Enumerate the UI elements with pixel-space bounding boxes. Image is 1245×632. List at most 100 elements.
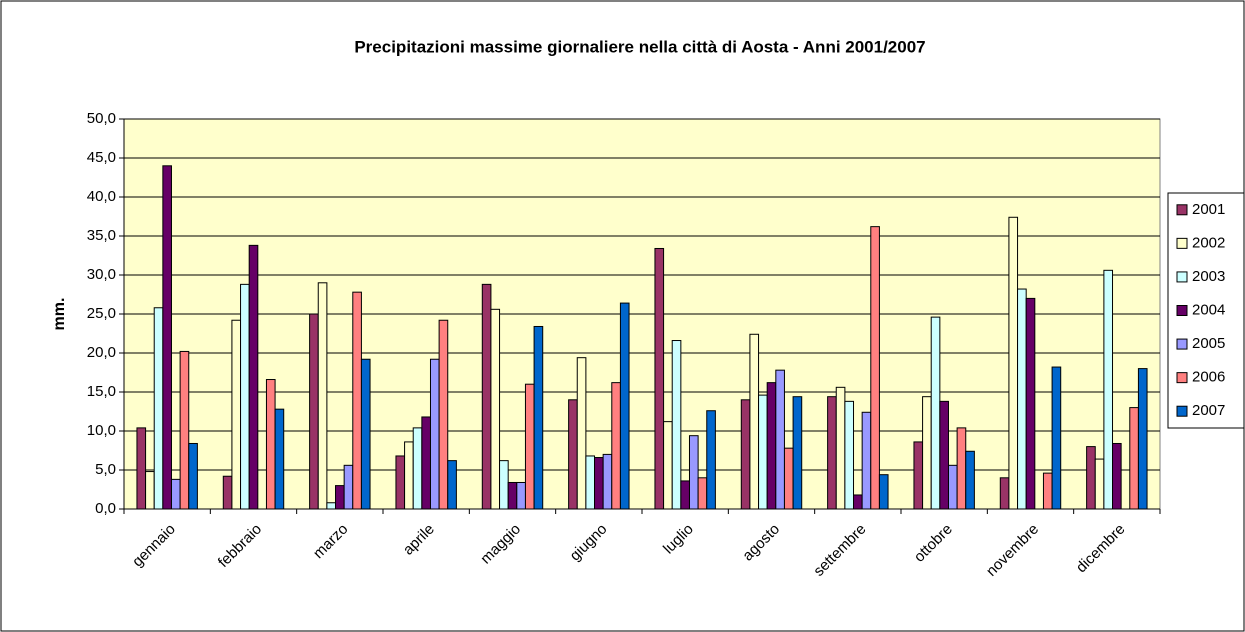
bar: [507, 481, 518, 510]
bar: [861, 411, 872, 510]
bar: [1112, 442, 1122, 510]
legend-swatch: [1176, 204, 1188, 216]
bar: [835, 386, 846, 510]
bar: [611, 382, 621, 510]
bar: [1008, 216, 1019, 510]
y-tick-label: 5,0: [95, 461, 116, 478]
y-axis-label: mm.: [51, 298, 68, 331]
bar: [1094, 458, 1105, 510]
bar: [775, 369, 785, 510]
y-tick-label: 20,0: [87, 344, 116, 361]
bar: [231, 319, 242, 510]
bar: [853, 494, 863, 510]
bar: [265, 379, 276, 510]
legend-label: 2006: [1192, 369, 1225, 386]
bar: [576, 357, 587, 510]
legend-label: 2004: [1192, 301, 1225, 318]
y-tick-label: 30,0: [87, 266, 116, 283]
bar: [947, 464, 958, 510]
bar: [317, 282, 328, 510]
bar: [153, 307, 164, 510]
bar: [697, 477, 708, 510]
bar: [1042, 472, 1053, 510]
bar: [429, 358, 440, 510]
y-tick-label: 45,0: [87, 149, 116, 166]
bar: [671, 340, 682, 510]
bar: [758, 394, 768, 510]
bar: [1129, 407, 1139, 510]
bar: [326, 502, 337, 510]
bar: [447, 460, 457, 510]
bar: [1025, 297, 1036, 510]
bar: [654, 247, 665, 510]
bar: [145, 471, 155, 510]
bar: [956, 427, 967, 510]
bar: [870, 226, 880, 510]
bar: [568, 399, 578, 510]
bar: [680, 480, 690, 510]
bar: [740, 399, 751, 510]
y-tick-label: 15,0: [87, 383, 116, 400]
bar: [170, 478, 181, 510]
bar: [913, 441, 924, 510]
y-tick-label: 10,0: [87, 422, 116, 439]
bar: [136, 427, 147, 510]
bar: [706, 410, 716, 510]
bar: [490, 308, 501, 510]
bar: [188, 442, 198, 510]
legend-swatch: [1176, 338, 1188, 350]
legend-swatch: [1176, 237, 1188, 249]
y-tick-label: 25,0: [87, 305, 116, 322]
bar: [404, 441, 414, 510]
legend-swatch: [1176, 271, 1188, 283]
bar: [792, 396, 803, 510]
bar: [352, 291, 362, 510]
bar: [248, 244, 259, 510]
bar: [663, 421, 673, 510]
bar: [412, 427, 423, 510]
chart-title: Precipitazioni massime giornaliere nella…: [354, 37, 925, 56]
legend-swatch: [1176, 405, 1188, 417]
bar: [1017, 288, 1027, 510]
bar: [878, 474, 889, 510]
bar: [516, 481, 526, 510]
y-tick-label: 40,0: [87, 188, 116, 205]
legend-label: 2003: [1192, 268, 1225, 285]
bar: [1051, 366, 1062, 510]
bar: [1137, 368, 1148, 510]
y-tick-label: 35,0: [87, 227, 116, 244]
legend-label: 2002: [1192, 234, 1225, 251]
bar: [688, 435, 699, 510]
bar: [783, 447, 794, 510]
bar: [335, 485, 345, 510]
bar: [438, 319, 449, 510]
bar: [533, 325, 544, 510]
bar: [524, 383, 535, 510]
bar: [309, 313, 319, 510]
bar: [240, 283, 250, 510]
y-tick-label: 0,0: [95, 500, 116, 517]
legend-label: 2001: [1192, 201, 1225, 218]
bar: [619, 302, 630, 510]
bar: [585, 455, 596, 510]
bar: [965, 450, 975, 510]
y-tick-label: 50,0: [87, 110, 116, 127]
bar: [827, 396, 837, 510]
bar: [499, 460, 509, 510]
legend-label: 2005: [1192, 335, 1225, 352]
bar: [602, 453, 613, 510]
bar: [395, 455, 406, 510]
legend-label: 2007: [1192, 402, 1225, 419]
bar: [749, 333, 760, 510]
bar: [1086, 446, 1096, 510]
bar: [222, 475, 233, 510]
bar: [930, 316, 941, 510]
bar: [594, 457, 604, 510]
bar: [421, 416, 431, 510]
bar: [766, 382, 777, 510]
bar: [844, 400, 855, 510]
bar: [343, 464, 354, 510]
legend-swatch: [1176, 305, 1188, 316]
bar: [939, 400, 949, 510]
